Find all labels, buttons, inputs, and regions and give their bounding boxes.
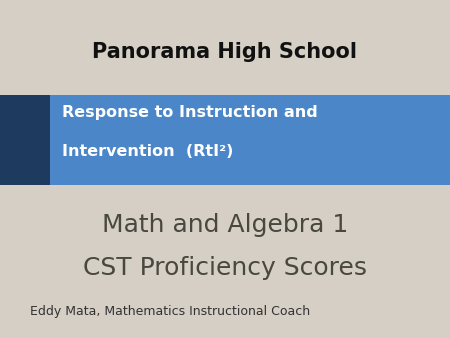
Text: Intervention  (RtI²): Intervention (RtI²)	[62, 145, 234, 160]
Text: Response to Instruction and: Response to Instruction and	[62, 105, 318, 121]
Text: Eddy Mata, Mathematics Instructional Coach: Eddy Mata, Mathematics Instructional Coa…	[30, 306, 310, 318]
Bar	[0, 95, 50, 185]
Text: CST Proficiency Scores: CST Proficiency Scores	[83, 256, 367, 280]
Text: Math and Algebra 1: Math and Algebra 1	[102, 213, 348, 237]
Text: Panorama High School: Panorama High School	[93, 42, 357, 62]
Bar	[0, 95, 450, 185]
